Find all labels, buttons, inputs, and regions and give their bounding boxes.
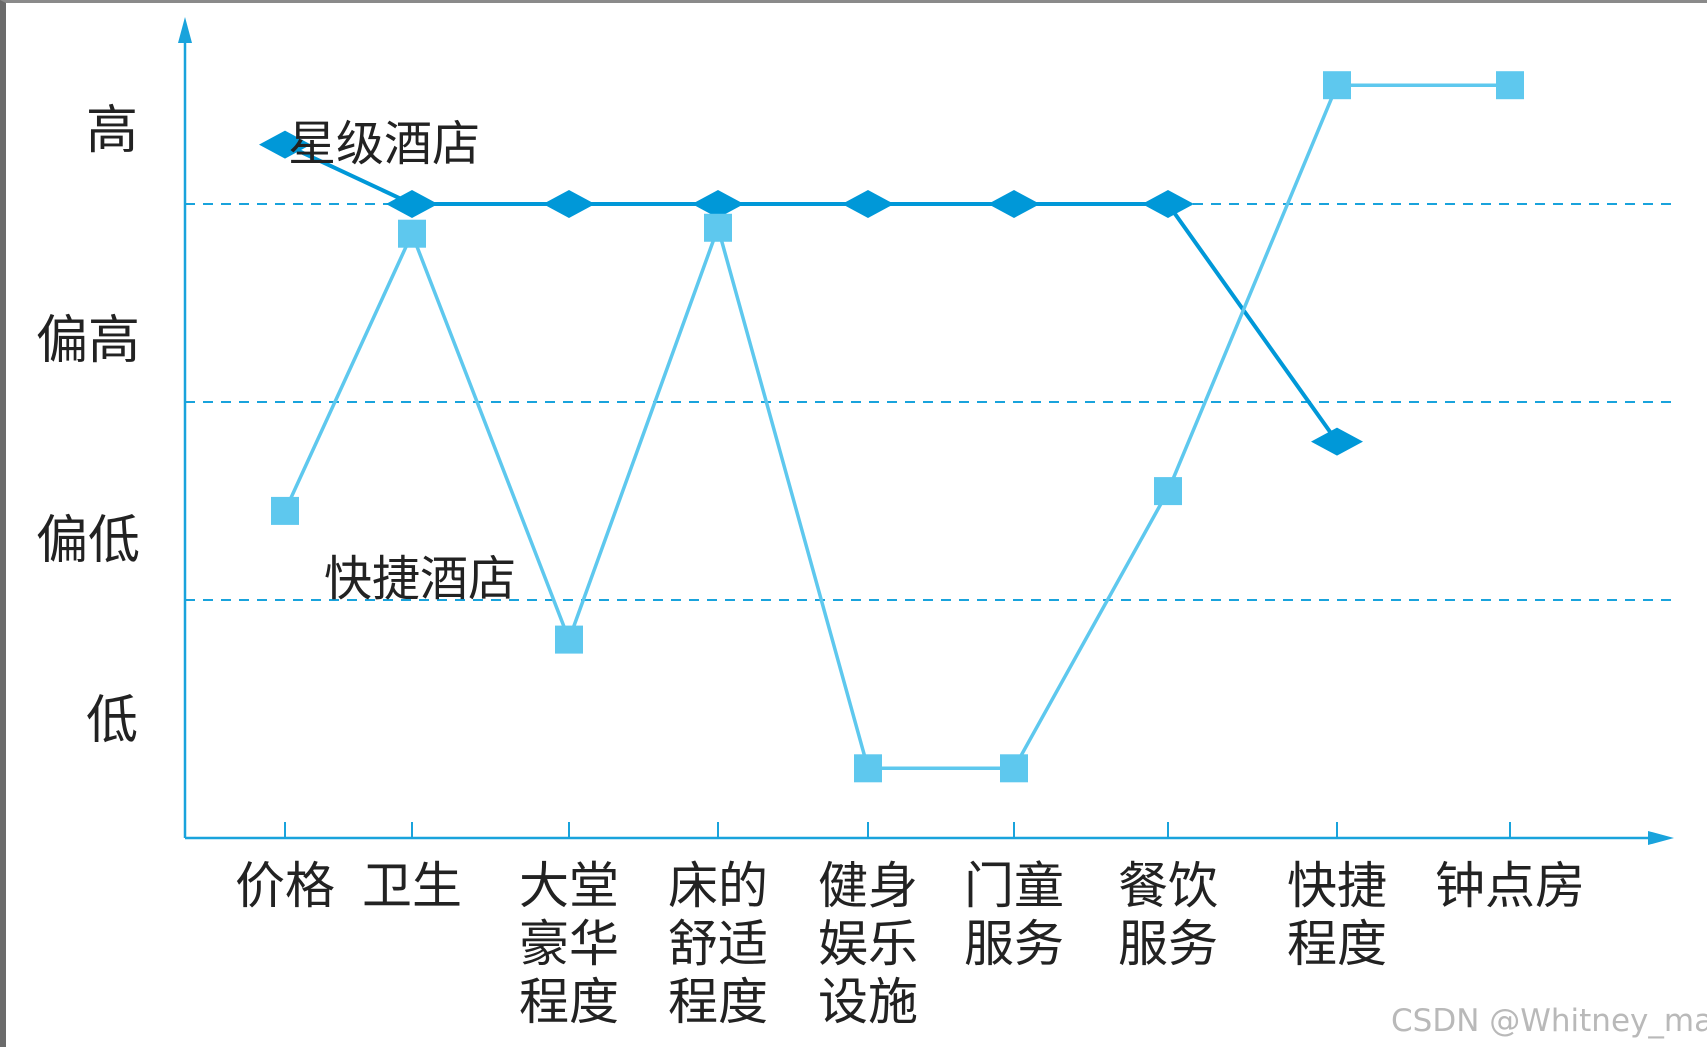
watermark: CSDN @Whitney_mao <box>1391 1003 1707 1039</box>
square-marker <box>271 496 299 525</box>
diamond-marker <box>842 190 894 218</box>
series-label-star-hotel: 星级酒店 <box>288 116 480 172</box>
y-level-label: 偏高 <box>36 311 140 371</box>
diamond-marker <box>543 190 595 218</box>
y-level-label: 高 <box>86 101 138 161</box>
square-marker <box>555 625 583 654</box>
x-tick-label: 健身 <box>818 857 918 915</box>
x-tick-label: 大堂 <box>519 857 619 915</box>
diamond-marker <box>1311 427 1363 456</box>
y-level-label: 低 <box>86 691 138 751</box>
x-tick-label: 服务 <box>964 915 1064 973</box>
square-marker <box>704 213 732 242</box>
x-tick-label: 服务 <box>1118 915 1218 973</box>
x-tick-label: 床的 <box>668 857 768 915</box>
y-level-label: 偏低 <box>36 511 140 571</box>
square-marker <box>1323 71 1351 100</box>
x-tick-label: 豪华 <box>519 915 619 973</box>
x-tick-label: 程度 <box>668 973 768 1031</box>
x-tick-label: 钟点房 <box>1435 857 1585 915</box>
diamond-marker <box>988 190 1040 218</box>
grid-lines <box>185 203 1674 601</box>
square-marker <box>1496 71 1524 100</box>
square-marker <box>398 219 426 248</box>
x-tick-label: 卫生 <box>362 857 462 915</box>
x-tick-label: 程度 <box>1287 915 1387 973</box>
x-tick-label: 程度 <box>519 973 619 1031</box>
square-marker <box>854 754 882 783</box>
x-tick-label: 娱乐 <box>818 915 918 973</box>
diamond-marker <box>259 130 311 159</box>
x-tick-label: 设施 <box>818 973 918 1031</box>
x-tick-label: 门童 <box>964 857 1064 915</box>
diamond-marker <box>1142 190 1194 218</box>
diamond-marker <box>386 190 438 218</box>
x-tick-label: 价格 <box>235 857 335 915</box>
x-tick-label: 餐饮 <box>1118 857 1218 915</box>
x-axis-arrow <box>1648 831 1674 845</box>
square-marker <box>1000 754 1028 783</box>
series-lines <box>283 83 1510 771</box>
diamond-marker <box>692 190 744 218</box>
y-axis-labels: 低 偏低 偏高 高 <box>36 101 140 751</box>
axes <box>178 17 1674 845</box>
x-tick-label: 快捷 <box>1287 857 1387 915</box>
series-line-star-hotel <box>284 142 1339 443</box>
x-tick-label: 舒适 <box>668 915 768 973</box>
y-axis-arrow <box>178 17 192 43</box>
series-label-budget-hotel: 快捷酒店 <box>324 551 516 607</box>
series-markers <box>259 71 1524 783</box>
square-marker <box>1154 477 1182 506</box>
